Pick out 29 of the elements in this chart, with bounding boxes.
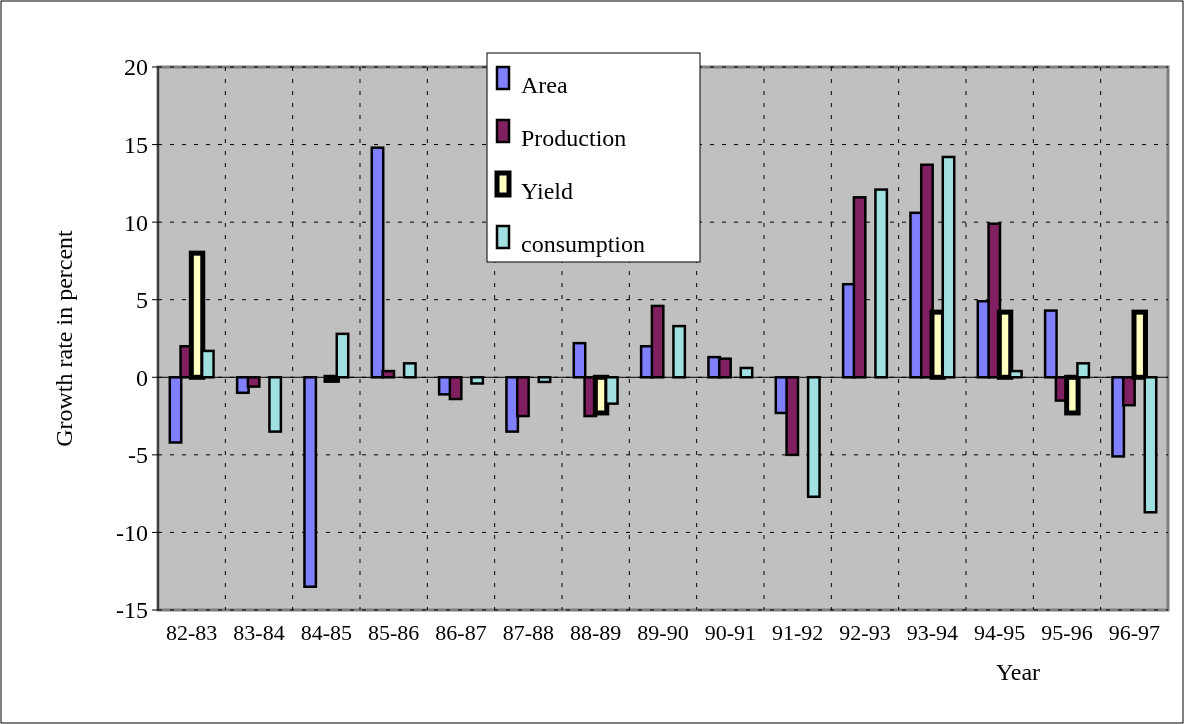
x-tick-label: 96-97 xyxy=(1108,620,1160,645)
x-tick-label: 95-96 xyxy=(1041,620,1093,645)
x-tick-label: 91-92 xyxy=(772,620,824,645)
x-tick-label: 87-88 xyxy=(502,620,554,645)
legend-label: consumption xyxy=(521,231,645,257)
y-tick-label: 10 xyxy=(124,209,148,236)
x-tick-label: 93-94 xyxy=(906,620,958,645)
x-tick-label: 84-85 xyxy=(300,620,352,645)
legend-label: Production xyxy=(521,125,627,151)
y-tick-label: 15 xyxy=(124,131,148,158)
x-axis-title: Year xyxy=(995,659,1041,685)
x-tick-label: 89-90 xyxy=(637,620,689,645)
y-tick-label: -10 xyxy=(116,519,148,546)
y-axis-title: Growth rate in percent xyxy=(51,229,77,447)
x-tick-label: 83-84 xyxy=(233,620,285,645)
x-tick-label: 88-89 xyxy=(570,620,622,645)
x-tick-label: 85-86 xyxy=(368,620,420,645)
x-tick-label: 94-95 xyxy=(974,620,1026,645)
y-tick-label: 5 xyxy=(136,287,148,314)
y-tick-label: -5 xyxy=(128,442,148,469)
x-tick-label: 86-87 xyxy=(435,620,487,645)
legend-label: Yield xyxy=(521,178,573,204)
legend-label: Area xyxy=(521,72,568,98)
x-tick-label: 92-93 xyxy=(839,620,891,645)
x-tick-label: 90-91 xyxy=(704,620,756,645)
y-tick-label: 20 xyxy=(124,54,148,81)
y-tick-label: 0 xyxy=(136,364,148,391)
x-tick-label: 82-83 xyxy=(166,620,218,645)
y-tick-label: -15 xyxy=(116,597,148,624)
